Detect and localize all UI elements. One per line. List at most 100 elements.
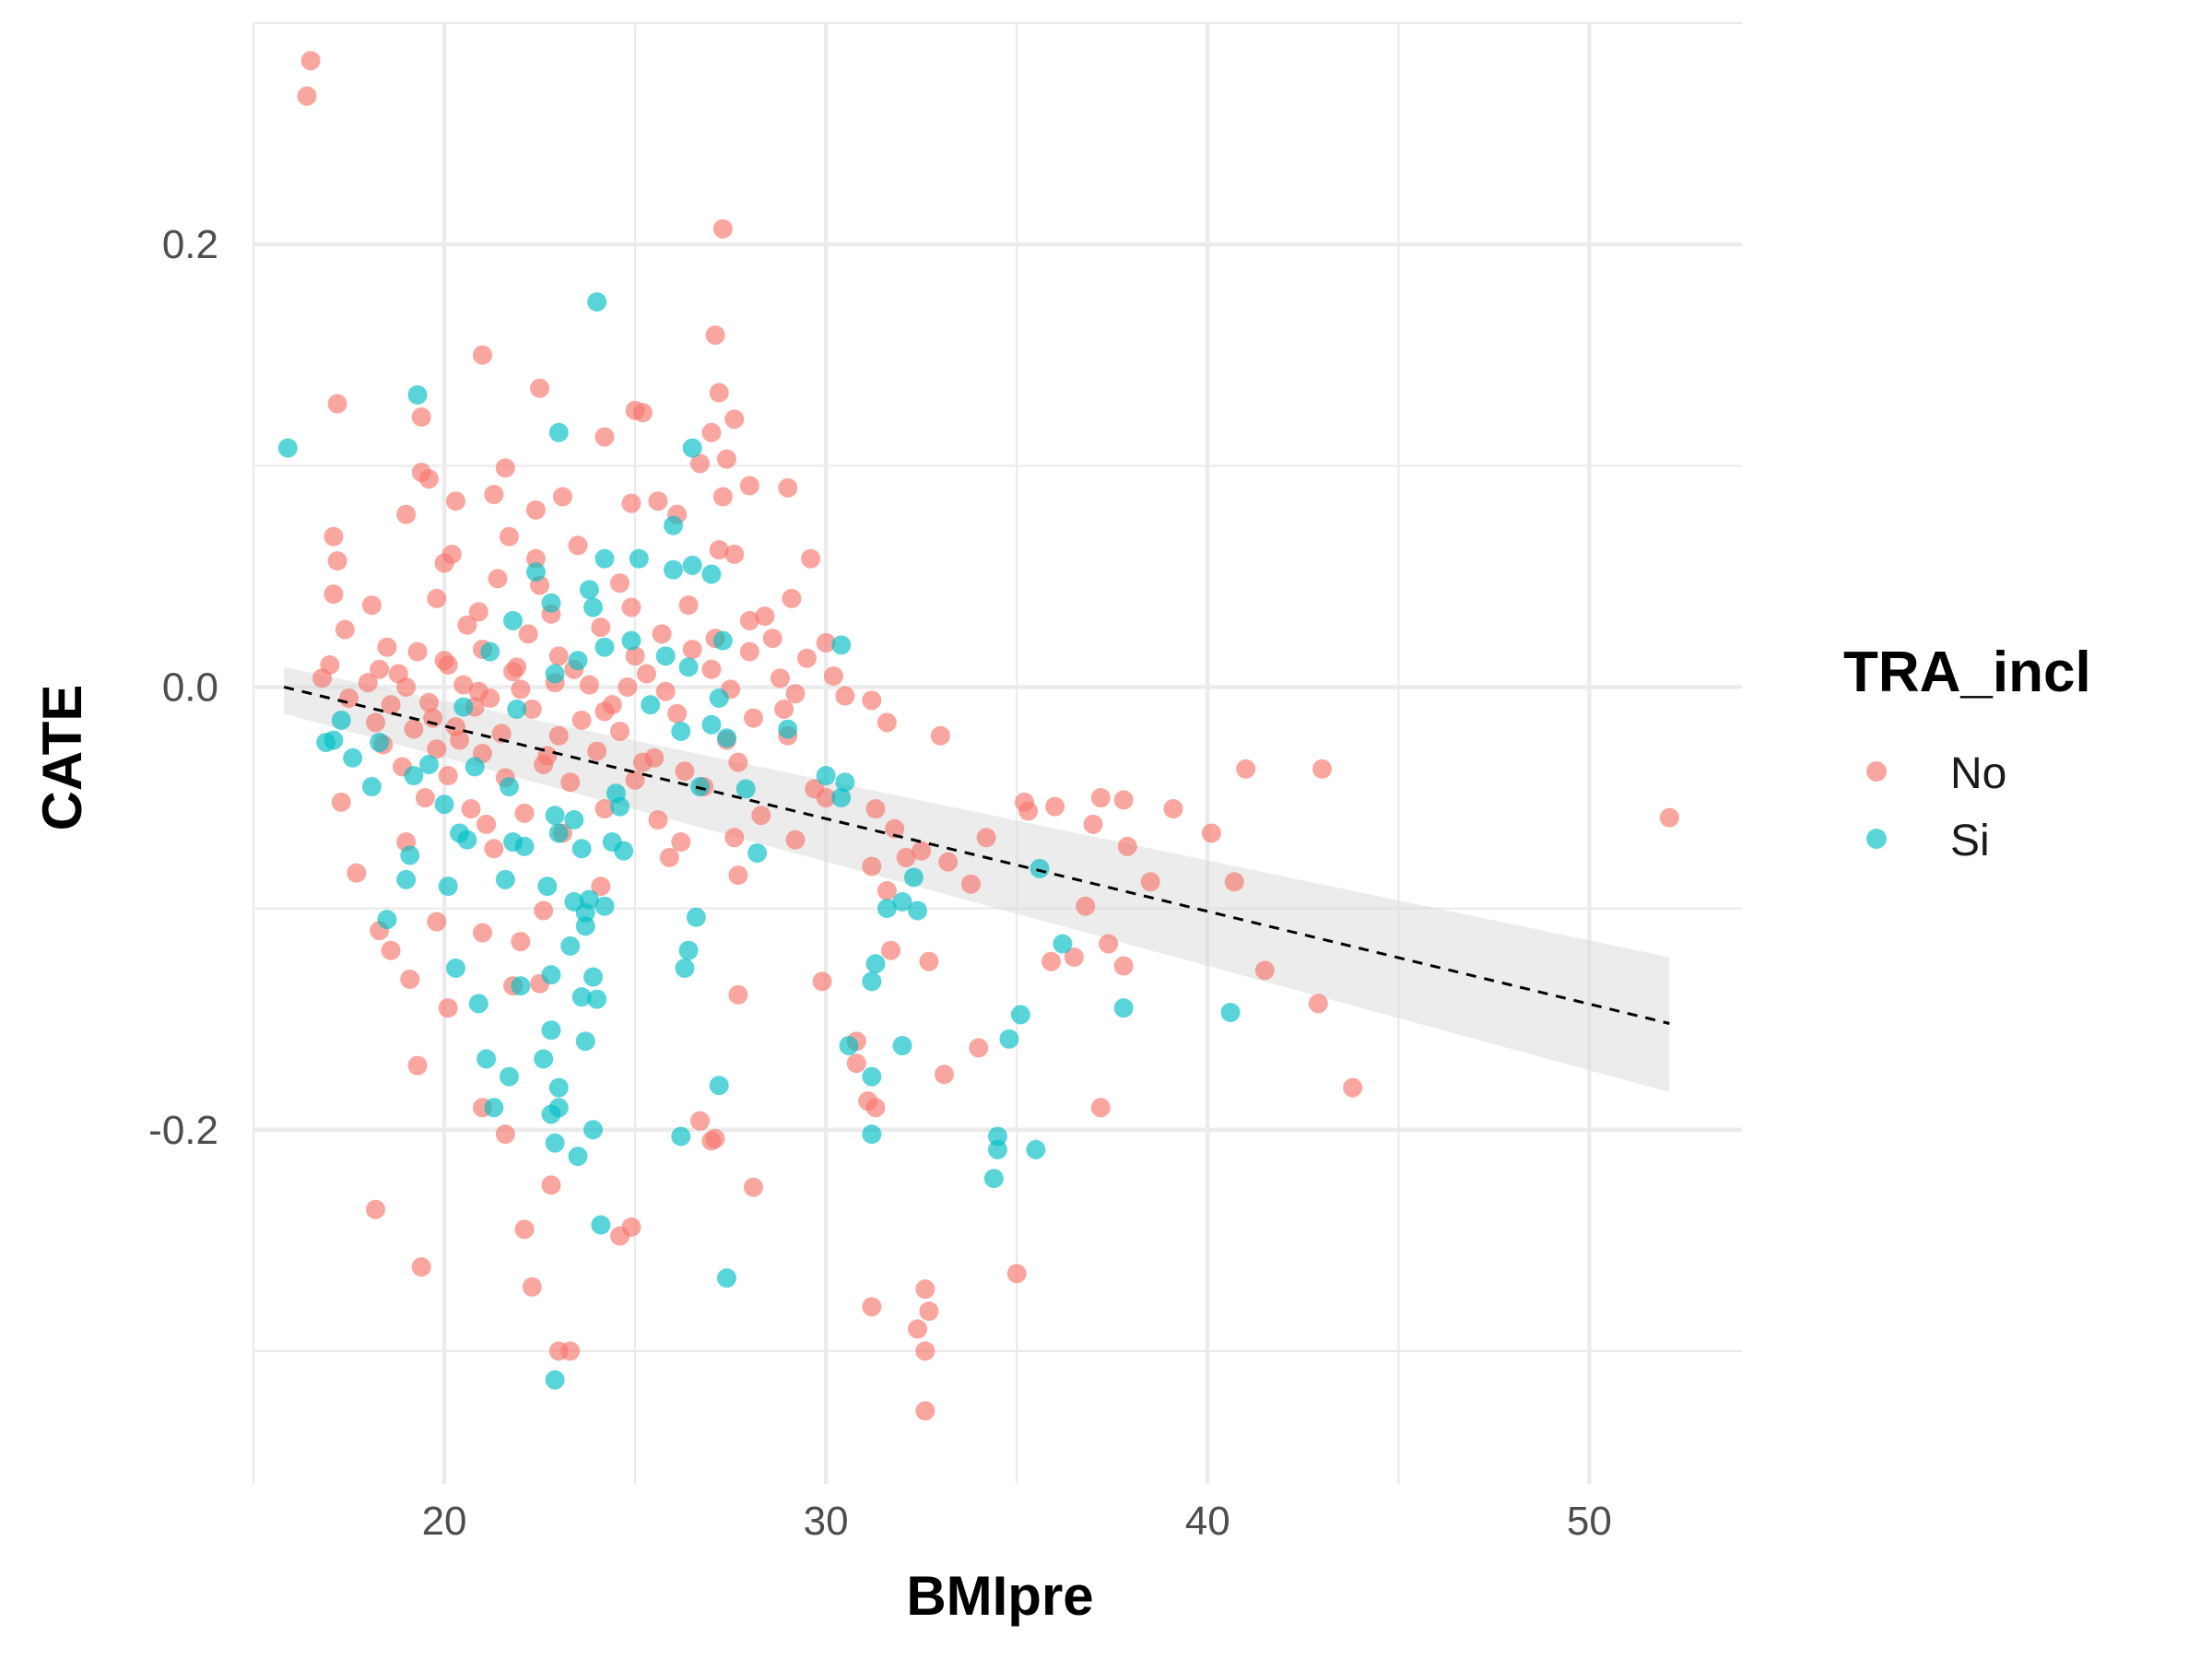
data-point-no bbox=[785, 830, 806, 850]
data-point-si bbox=[541, 1020, 561, 1041]
data-point-no bbox=[1163, 799, 1183, 819]
data-point-no bbox=[896, 847, 916, 867]
y-tick-label: -0.2 bbox=[148, 1108, 218, 1153]
x-tick-label: 50 bbox=[1567, 1499, 1612, 1544]
data-point-no bbox=[724, 828, 745, 848]
data-point-si bbox=[457, 830, 477, 850]
data-point-no bbox=[709, 382, 729, 403]
data-point-si bbox=[735, 779, 756, 799]
data-points-layer bbox=[277, 51, 1679, 1421]
data-point-si bbox=[548, 422, 569, 442]
data-point-no bbox=[785, 684, 806, 704]
data-point-si bbox=[983, 1169, 1004, 1189]
data-point-no bbox=[739, 476, 759, 496]
data-point-no bbox=[739, 610, 759, 630]
data-point-no bbox=[525, 548, 546, 569]
data-point-no bbox=[511, 679, 531, 700]
data-point-no bbox=[812, 971, 832, 992]
data-point-no bbox=[495, 458, 515, 478]
data-point-no bbox=[472, 923, 492, 943]
legend-key-no bbox=[1866, 761, 1887, 782]
data-point-si bbox=[862, 971, 882, 992]
data-point-no bbox=[1090, 1098, 1111, 1118]
data-point-si bbox=[903, 867, 924, 888]
data-point-no bbox=[1308, 994, 1328, 1014]
data-point-no bbox=[862, 1297, 882, 1317]
data-point-no bbox=[1090, 788, 1111, 808]
data-point-no bbox=[418, 469, 439, 489]
data-point-no bbox=[587, 741, 607, 761]
data-point-si bbox=[908, 900, 928, 921]
data-point-no bbox=[655, 681, 676, 701]
data-point-no bbox=[862, 690, 882, 711]
data-point-si bbox=[465, 757, 485, 777]
data-point-si bbox=[468, 994, 488, 1014]
data-point-no bbox=[594, 799, 615, 819]
data-point-no bbox=[610, 721, 630, 741]
data-point-no bbox=[728, 865, 748, 886]
data-point-no bbox=[438, 998, 458, 1018]
data-point-no bbox=[560, 772, 581, 793]
data-point-si bbox=[453, 697, 474, 717]
data-point-si bbox=[614, 841, 634, 861]
x-tick-label: 40 bbox=[1185, 1499, 1230, 1544]
data-point-no bbox=[518, 624, 538, 644]
data-point-no bbox=[591, 618, 611, 638]
data-point-si bbox=[709, 1076, 729, 1096]
data-point-no bbox=[865, 1098, 886, 1118]
data-point-si bbox=[591, 1215, 611, 1235]
data-point-no bbox=[801, 548, 821, 569]
data-point-no bbox=[434, 553, 454, 573]
data-point-si bbox=[575, 1031, 595, 1052]
data-point-no bbox=[961, 874, 982, 894]
data-point-si bbox=[583, 967, 604, 987]
legend-label-si: Si bbox=[1950, 817, 1990, 865]
data-point-si bbox=[1220, 1002, 1241, 1022]
data-point-no bbox=[434, 651, 454, 671]
data-point-no bbox=[690, 453, 710, 474]
x-axis-title: BMIpre bbox=[906, 1565, 1093, 1627]
data-point-si bbox=[545, 1370, 565, 1390]
data-point-no bbox=[865, 799, 886, 819]
data-point-si bbox=[331, 710, 351, 730]
data-point-si bbox=[664, 515, 684, 535]
data-point-si bbox=[548, 1098, 569, 1118]
data-point-no bbox=[678, 595, 699, 616]
data-point-si bbox=[594, 548, 615, 569]
data-point-no bbox=[361, 595, 382, 616]
data-point-si bbox=[445, 958, 465, 978]
data-point-no bbox=[1064, 947, 1084, 967]
data-point-si bbox=[594, 637, 615, 657]
data-point-si bbox=[892, 891, 912, 912]
data-point-si bbox=[1030, 858, 1050, 878]
data-point-si bbox=[675, 958, 695, 978]
data-point-no bbox=[1041, 951, 1061, 971]
data-point-no bbox=[625, 770, 645, 790]
data-point-no bbox=[1312, 759, 1332, 779]
data-point-si bbox=[571, 839, 592, 859]
data-point-no bbox=[877, 880, 897, 900]
data-point-no bbox=[495, 1124, 515, 1145]
data-point-si bbox=[564, 810, 584, 830]
data-point-no bbox=[366, 1199, 386, 1219]
data-point-no bbox=[618, 677, 638, 697]
data-point-no bbox=[358, 673, 378, 693]
data-point-no bbox=[499, 526, 519, 547]
data-point-no bbox=[407, 1055, 428, 1076]
data-point-no bbox=[388, 664, 408, 684]
data-point-no bbox=[915, 1401, 935, 1421]
data-point-si bbox=[1026, 1139, 1046, 1159]
data-point-no bbox=[377, 637, 397, 657]
data-point-si bbox=[865, 954, 886, 974]
data-point-no bbox=[324, 526, 344, 547]
data-point-si bbox=[831, 635, 852, 655]
data-point-no bbox=[1201, 823, 1221, 843]
data-point-no bbox=[548, 646, 569, 666]
data-point-si bbox=[839, 1036, 859, 1055]
data-point-si bbox=[641, 695, 661, 715]
data-point-no bbox=[743, 1177, 763, 1197]
data-point-si bbox=[655, 646, 676, 666]
legend-label-no: No bbox=[1950, 749, 2006, 798]
data-point-no bbox=[411, 1257, 431, 1277]
data-point-si bbox=[587, 989, 607, 1009]
